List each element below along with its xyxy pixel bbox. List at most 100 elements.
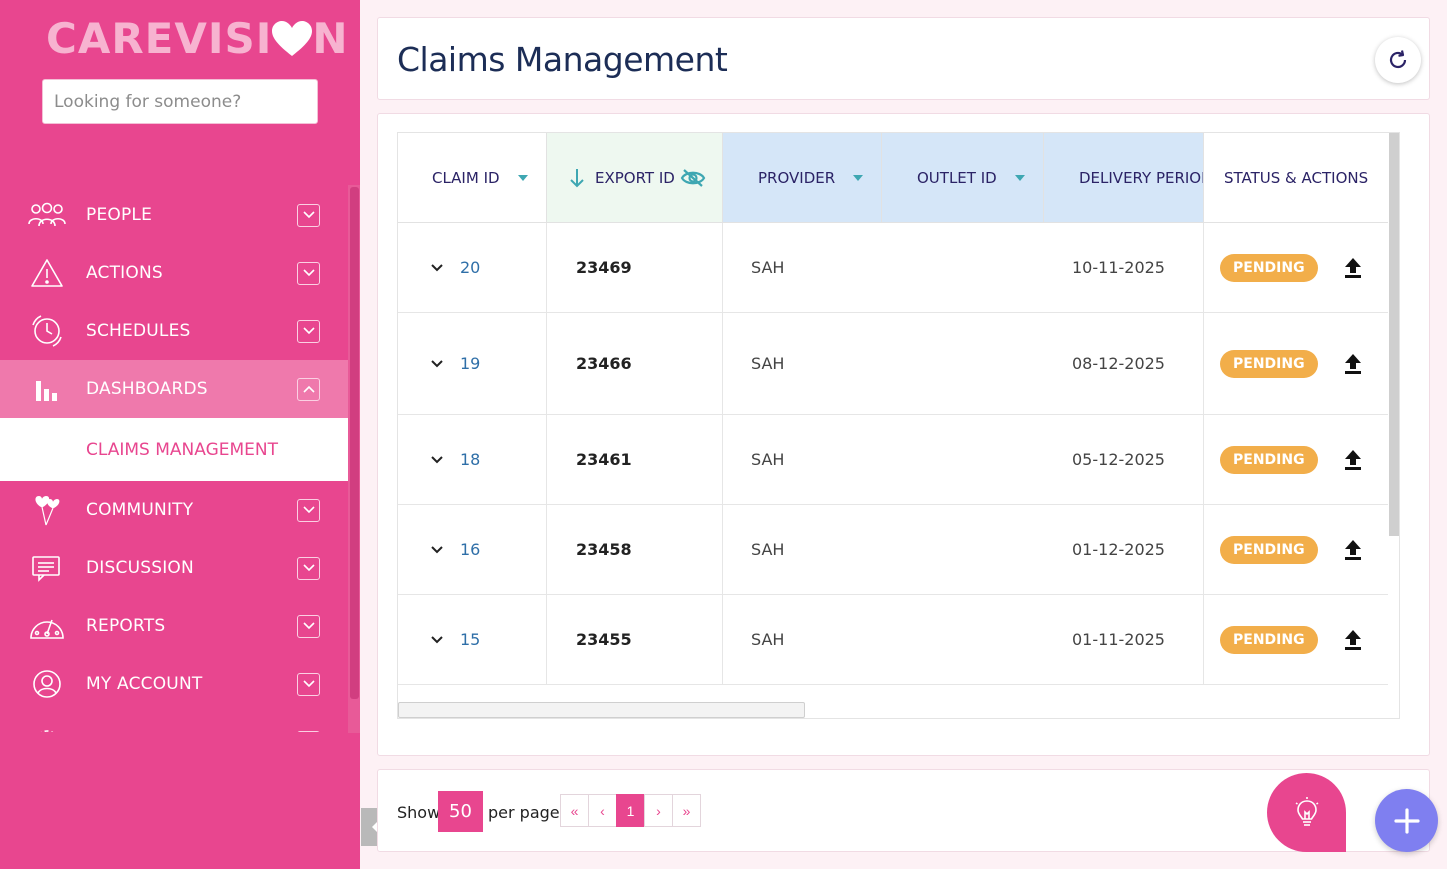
sidebar-scrollbar-thumb[interactable] [350, 187, 359, 699]
add-button[interactable] [1375, 789, 1438, 852]
gear-icon [28, 723, 66, 732]
chevron-down-icon[interactable] [297, 672, 320, 696]
table-row[interactable]: 20 23469 SAH 10-11-2025 PENDING [398, 223, 1388, 313]
per-page-select[interactable]: 50 [438, 791, 483, 832]
status-badge: PENDING [1220, 625, 1318, 654]
per-page-label: per page [488, 803, 560, 822]
export-id-cell: 23458 [547, 505, 723, 594]
sort-down-icon[interactable] [517, 174, 528, 181]
column-header-export-id[interactable]: EXPORT ID [547, 133, 723, 222]
first-page-button[interactable]: « [560, 794, 589, 827]
chevron-down-icon[interactable] [431, 545, 443, 554]
sidebar-item-label: COMMUNITY [86, 500, 194, 520]
refresh-button[interactable] [1375, 37, 1421, 83]
pagination-bar: Show 50 per page « ‹ 1 › » [377, 769, 1430, 852]
page-button-current[interactable]: 1 [616, 794, 645, 827]
column-header-label: EXPORT ID [595, 168, 675, 187]
column-header-outlet-id[interactable]: OUTLET ID [882, 133, 1044, 222]
chevron-down-icon[interactable] [431, 359, 443, 368]
ideas-button[interactable] [1267, 773, 1346, 852]
claim-id-link[interactable]: 15 [460, 630, 481, 649]
heart-icon [272, 18, 313, 67]
status-actions-cell: PENDING [1204, 313, 1388, 414]
table-vertical-scrollbar[interactable] [1389, 133, 1399, 536]
chevron-down-icon[interactable] [431, 455, 443, 464]
people-icon [28, 196, 66, 234]
export-id-value: 23455 [576, 630, 632, 649]
table-header-row: CLAIM ID EXPORT ID PROVIDER OUTLET ID DE… [398, 133, 1388, 223]
sidebar-item-label: PEOPLE [86, 205, 153, 225]
sort-down-icon[interactable] [1014, 174, 1025, 181]
claim-id-link[interactable]: 19 [460, 354, 481, 373]
column-header-claim-id[interactable]: CLAIM ID [398, 133, 547, 222]
chevron-down-icon[interactable] [431, 635, 443, 644]
claim-id-link[interactable]: 18 [460, 450, 481, 469]
prev-page-button[interactable]: ‹ [588, 794, 617, 827]
next-page-button[interactable]: › [644, 794, 673, 827]
table-row[interactable]: 19 23466 SAH 08-12-2025 PENDING [398, 313, 1388, 415]
delivery-period-cell: 01-12-2025 [1044, 505, 1204, 594]
chevron-down-icon[interactable] [297, 319, 320, 343]
delivery-period-cell: 01-11-2025 [1044, 595, 1204, 684]
search-input[interactable] [42, 79, 318, 124]
upload-icon[interactable] [1344, 539, 1362, 561]
chevron-down-icon[interactable] [297, 730, 320, 732]
sidebar-item-community[interactable]: COMMUNITY [0, 481, 349, 539]
table-horizontal-scrollbar[interactable] [398, 702, 805, 718]
sidebar-item-people[interactable]: PEOPLE [0, 186, 349, 244]
table-row[interactable]: 18 23461 SAH 05-12-2025 PENDING [398, 415, 1388, 505]
column-header-provider[interactable]: PROVIDER [723, 133, 882, 222]
status-actions-cell: PENDING [1204, 415, 1388, 504]
delivery-period-cell: 10-11-2025 [1044, 223, 1204, 312]
provider-value: SAH [751, 354, 785, 373]
last-page-button[interactable]: » [672, 794, 701, 827]
claim-id-cell: 15 [398, 595, 547, 684]
sidebar-item-dashboards[interactable]: DASHBOARDS [0, 360, 349, 418]
sort-down-icon[interactable] [853, 174, 864, 181]
page-header: Claims Management [377, 17, 1430, 100]
claim-id-cell: 16 [398, 505, 547, 594]
outlet-id-cell [882, 313, 1044, 414]
chevron-up-icon[interactable] [297, 377, 320, 401]
claim-id-cell: 20 [398, 223, 547, 312]
plus-icon [1393, 807, 1420, 834]
upload-icon[interactable] [1344, 449, 1362, 471]
export-id-value: 23461 [576, 450, 632, 469]
claim-id-link[interactable]: 16 [460, 540, 481, 559]
sidebar-subitem-claims-management[interactable]: CLAIMS MANAGEMENT [0, 418, 349, 481]
upload-icon[interactable] [1344, 353, 1362, 375]
sidebar-item-my-account[interactable]: MY ACCOUNT [0, 655, 349, 713]
chevron-down-icon[interactable] [297, 261, 320, 285]
status-actions-cell: PENDING [1204, 223, 1388, 312]
provider-cell: SAH [723, 223, 882, 312]
export-id-value: 23466 [576, 354, 632, 373]
column-header-status-actions[interactable]: STATUS & ACTIONS [1204, 133, 1388, 222]
status-actions-cell: PENDING [1204, 595, 1388, 684]
delivery-period-value: 08-12-2025 [1072, 354, 1165, 373]
sidebar-item-reports[interactable]: REPORTS [0, 597, 349, 655]
table-row[interactable]: 15 23455 SAH 01-11-2025 PENDING [398, 595, 1388, 685]
carevision-logo[interactable]: CAREVISI N [46, 14, 349, 67]
upload-icon[interactable] [1344, 629, 1362, 651]
sidebar-item-label: DASHBOARDS [86, 379, 208, 399]
upload-icon[interactable] [1344, 257, 1362, 279]
sidebar-item-discussion[interactable]: DISCUSSION [0, 539, 349, 597]
column-header-label: PROVIDER [758, 168, 836, 187]
column-header-delivery-period[interactable]: DELIVERY PERIOD [1044, 133, 1204, 222]
chevron-down-icon[interactable] [297, 614, 320, 638]
sidebar-item-schedules[interactable]: SCHEDULES [0, 302, 349, 360]
table-row[interactable]: 16 23458 SAH 01-12-2025 PENDING [398, 505, 1388, 595]
bar-chart-icon [28, 370, 66, 408]
claim-id-link[interactable]: 20 [460, 258, 481, 277]
status-badge: PENDING [1220, 349, 1318, 378]
chevron-down-icon[interactable] [297, 498, 320, 522]
chevron-down-icon[interactable] [431, 263, 443, 272]
lightbulb-icon [1295, 796, 1318, 826]
provider-value: SAH [751, 540, 785, 559]
sidebar-item-settings[interactable] [0, 713, 349, 732]
user-icon [28, 665, 66, 703]
chevron-down-icon[interactable] [297, 556, 320, 580]
provider-cell: SAH [723, 505, 882, 594]
chevron-down-icon[interactable] [297, 203, 320, 227]
sidebar-item-actions[interactable]: ACTIONS [0, 244, 349, 302]
